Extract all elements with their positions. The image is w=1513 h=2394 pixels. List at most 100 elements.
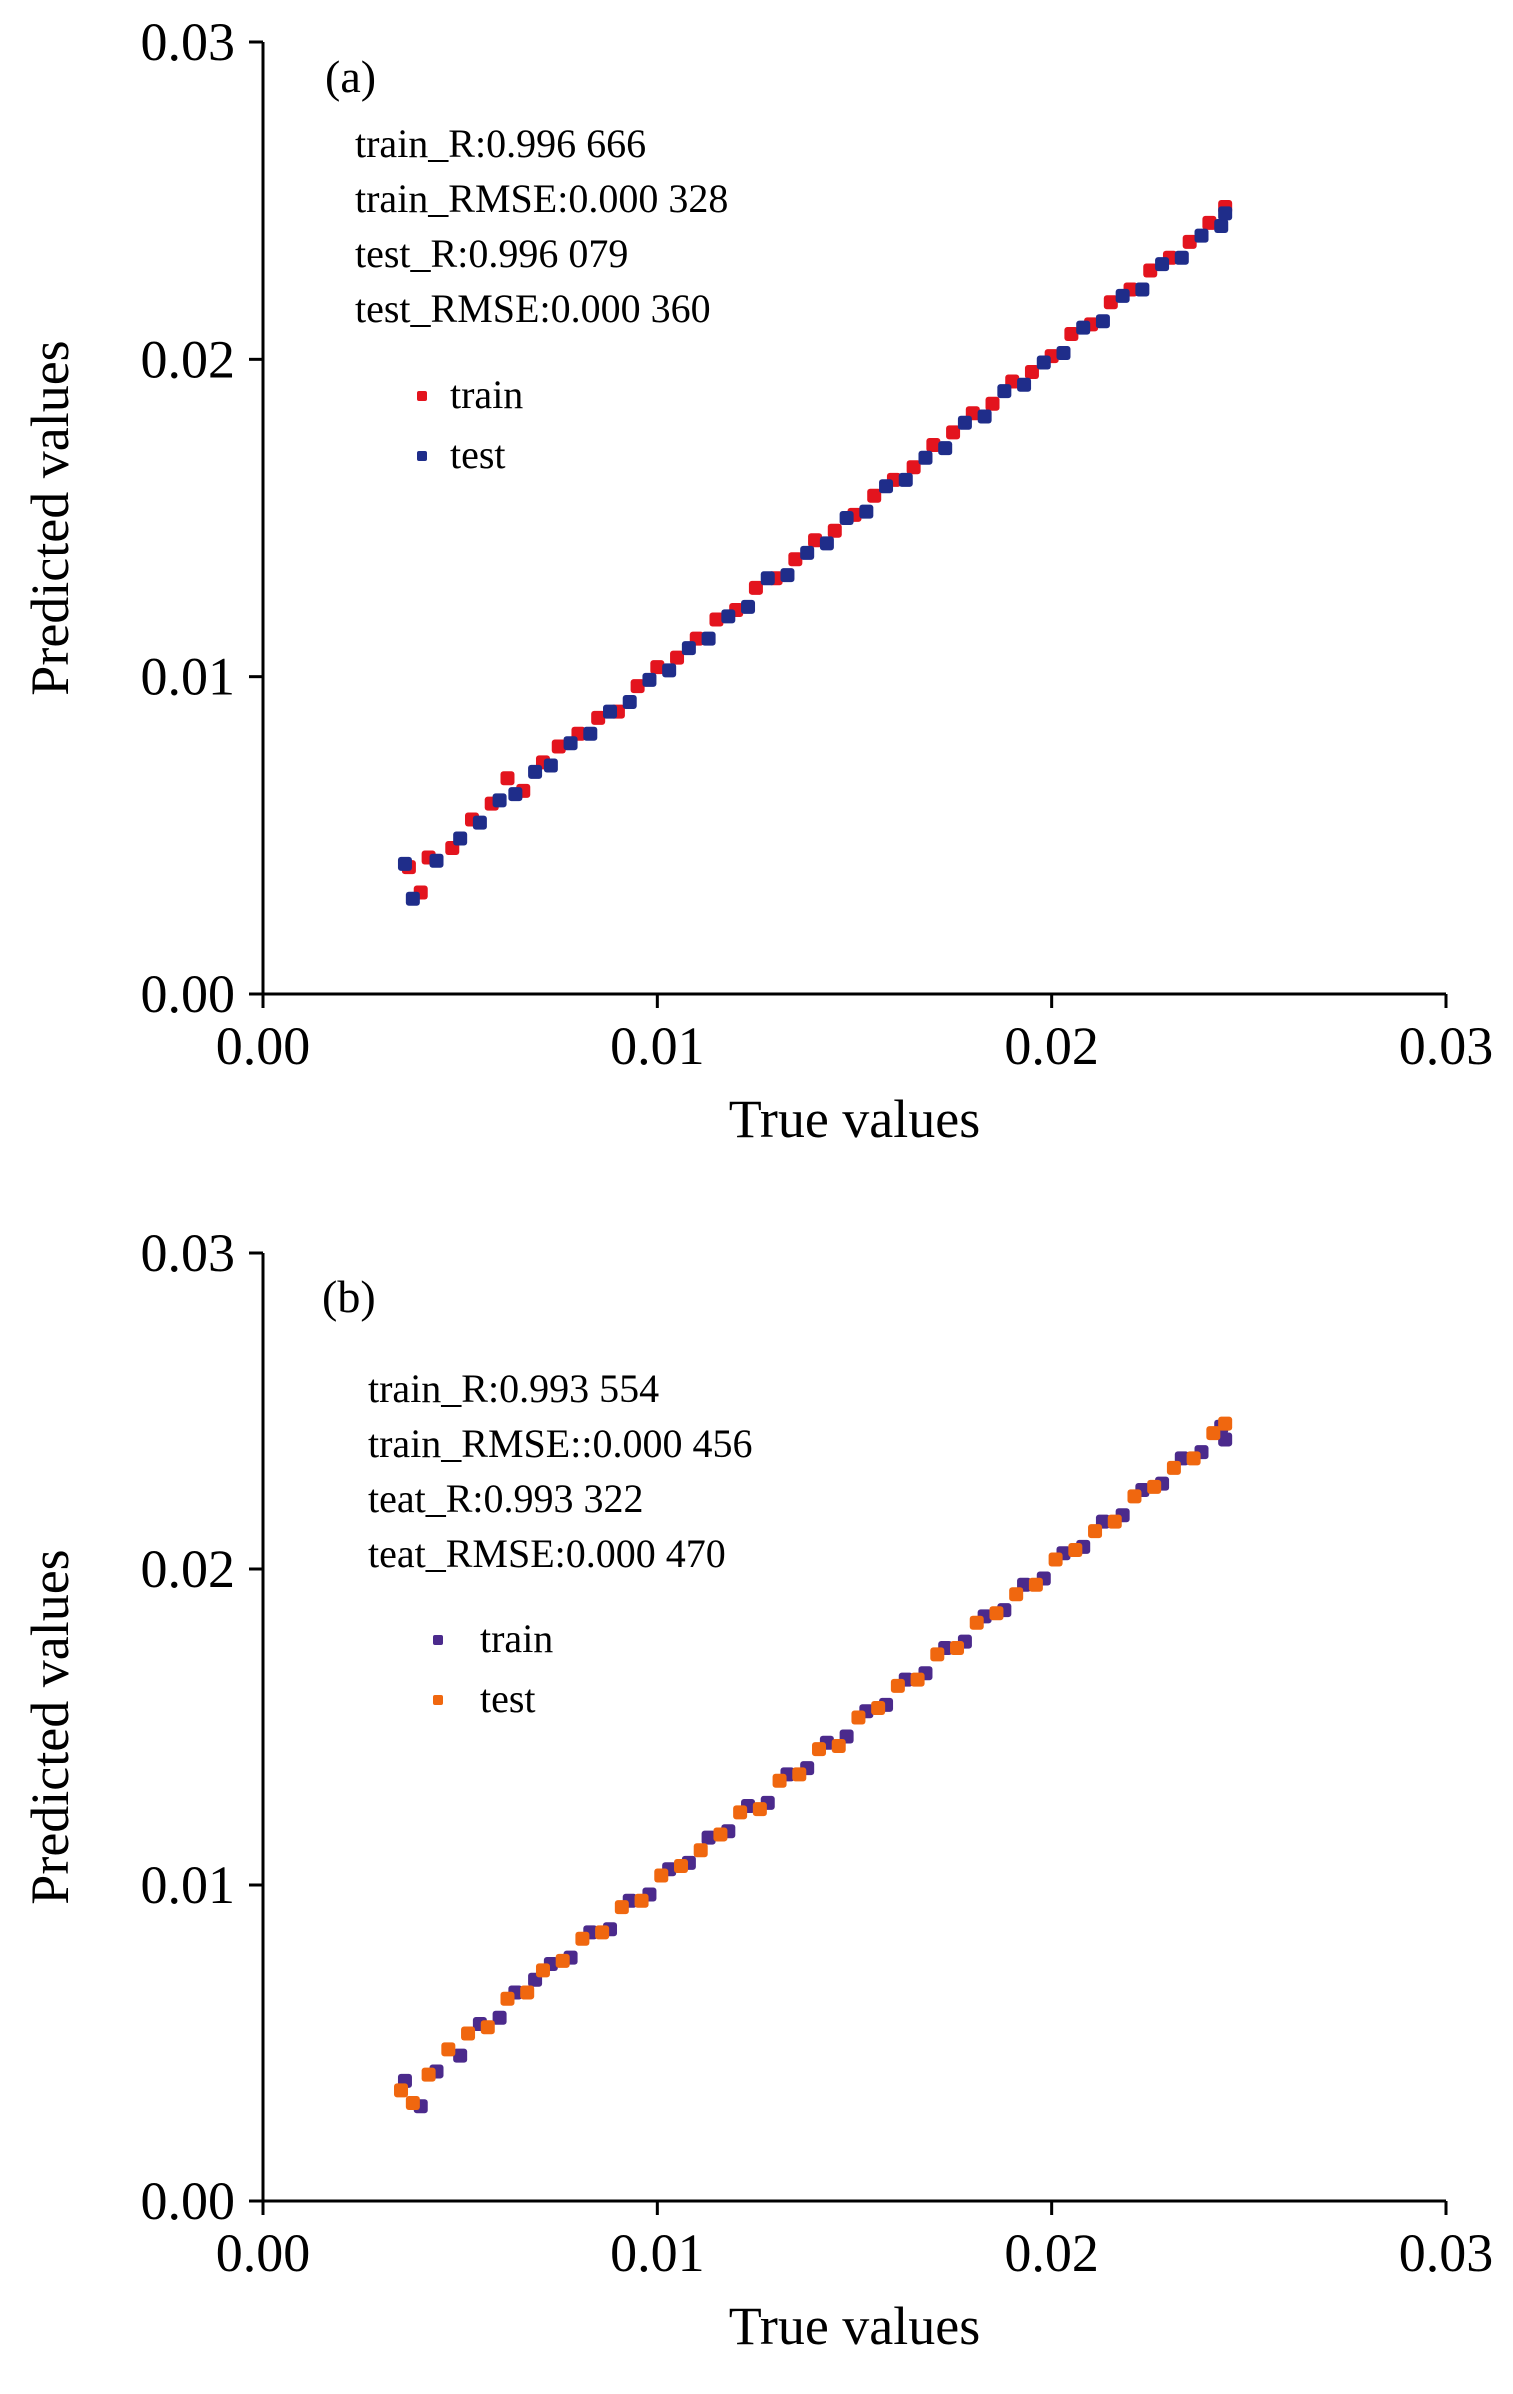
x-axis-title: True values xyxy=(729,2296,981,2356)
data-point xyxy=(906,460,921,475)
x-tick-label: 0.00 xyxy=(216,1016,311,1076)
data-point xyxy=(1048,1552,1063,1567)
metric-annotation: train_R:0.993 554 xyxy=(368,1366,659,1411)
data-point xyxy=(1143,263,1158,278)
data-point xyxy=(772,1773,787,1788)
data-point xyxy=(1218,1416,1233,1431)
data-point xyxy=(1076,320,1091,335)
data-point xyxy=(595,1925,610,1940)
data-point xyxy=(831,1738,846,1753)
y-tick-label: 0.02 xyxy=(141,329,236,389)
data-point xyxy=(563,736,578,751)
y-tick-label: 0.02 xyxy=(141,1539,236,1599)
data-point xyxy=(1186,1451,1201,1466)
data-point xyxy=(520,1985,535,2000)
data-point xyxy=(1036,355,1051,370)
data-point xyxy=(788,552,803,567)
data-point xyxy=(957,415,972,430)
data-point xyxy=(918,450,933,465)
data-point xyxy=(394,2083,409,2098)
data-point xyxy=(575,1931,590,1946)
legend-marker-train xyxy=(417,391,427,401)
data-point xyxy=(752,1802,767,1817)
data-point xyxy=(1095,314,1110,329)
data-point xyxy=(603,704,618,719)
data-point xyxy=(480,2020,495,2035)
panel-label: (a) xyxy=(325,51,376,102)
series-train xyxy=(397,1419,1233,2114)
legend: train test xyxy=(417,372,523,477)
data-point xyxy=(871,1701,886,1716)
data-point xyxy=(500,771,515,786)
data-point xyxy=(500,1991,515,2006)
data-point xyxy=(938,441,953,456)
y-tick-label: 0.00 xyxy=(141,2171,236,2231)
x-tick-label: 0.03 xyxy=(1399,2223,1494,2283)
data-point xyxy=(673,1859,688,1874)
data-point xyxy=(1174,250,1189,265)
data-point xyxy=(591,710,606,725)
data-point xyxy=(1127,1489,1142,1504)
data-point xyxy=(535,1963,550,1978)
data-point xyxy=(950,1641,965,1655)
metric-annotation: train_R:0.996 666 xyxy=(355,121,646,166)
data-point xyxy=(1107,1514,1122,1529)
data-point xyxy=(721,609,736,624)
y-tick-label: 0.00 xyxy=(141,964,236,1024)
chart-panel-b: 0.00 0.01 0.02 0.03 0.00 0.01 0.02 0.03 True val… xyxy=(20,1223,1493,2356)
legend-label-test: test xyxy=(480,1676,536,1721)
data-point xyxy=(1218,1432,1233,1447)
data-point xyxy=(528,764,543,779)
data-point xyxy=(662,663,677,678)
data-point xyxy=(397,856,412,871)
data-point xyxy=(642,672,657,687)
x-tick-label: 0.01 xyxy=(610,1016,705,1076)
y-tick-label: 0.03 xyxy=(141,1223,236,1283)
legend-marker-train xyxy=(433,1635,443,1645)
x-tick-label: 0.03 xyxy=(1399,1016,1494,1076)
data-point xyxy=(898,472,913,487)
data-point xyxy=(1147,1479,1162,1494)
y-axis-title: Predicted values xyxy=(20,340,80,695)
data-point xyxy=(1017,377,1032,392)
data-point xyxy=(792,1767,807,1782)
metric-annotation: train_RMSE:0.000 328 xyxy=(355,176,728,221)
x-tick-label: 0.02 xyxy=(1004,2223,1099,2283)
data-point xyxy=(1103,295,1118,310)
data-point xyxy=(555,1953,570,1968)
data-point xyxy=(1202,215,1217,230)
data-point xyxy=(654,1868,669,1883)
data-point xyxy=(926,438,941,453)
legend-label-train: train xyxy=(450,372,523,417)
data-point xyxy=(760,571,775,586)
data-point xyxy=(1155,257,1170,272)
data-point xyxy=(405,891,420,906)
data-point xyxy=(543,758,558,773)
legend-marker-test xyxy=(433,1695,443,1705)
data-point xyxy=(946,425,961,440)
data-point xyxy=(1056,345,1071,360)
data-point xyxy=(429,853,444,868)
metric-annotation: test_RMSE:0.000 360 xyxy=(355,286,711,331)
data-point xyxy=(441,2042,456,2057)
data-point xyxy=(701,631,716,646)
data-point xyxy=(1028,1577,1043,1592)
data-point xyxy=(1024,365,1039,380)
data-point xyxy=(1182,234,1197,249)
metric-annotation: teat_RMSE:0.000 470 xyxy=(368,1531,726,1576)
data-point xyxy=(1214,219,1229,234)
y-axis-title: Predicted values xyxy=(20,1549,80,1904)
data-point xyxy=(839,511,854,525)
data-point xyxy=(453,2048,468,2063)
data-point xyxy=(461,2026,476,2041)
data-point xyxy=(622,695,637,710)
data-point xyxy=(1115,288,1130,303)
data-point xyxy=(421,2067,436,2082)
data-point xyxy=(1068,1543,1083,1558)
data-point xyxy=(670,650,685,665)
data-point xyxy=(800,545,815,560)
data-point xyxy=(819,536,834,551)
data-point xyxy=(551,739,566,754)
data-point xyxy=(969,1615,984,1630)
